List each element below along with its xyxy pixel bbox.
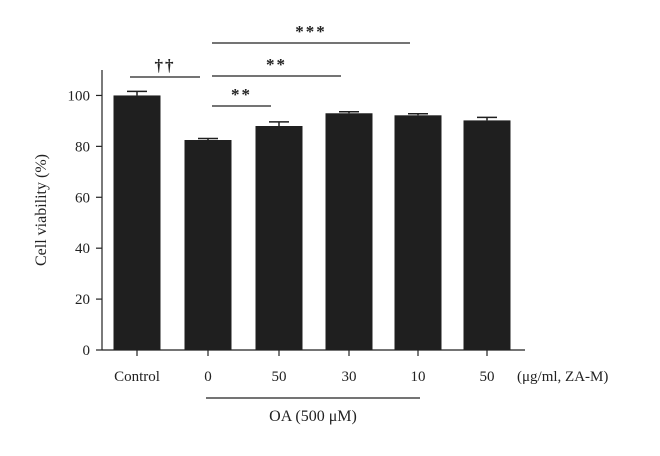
y-tick-label: 100 bbox=[68, 88, 91, 104]
significance-label: †† bbox=[155, 56, 176, 75]
x-tick-label: Control bbox=[114, 369, 160, 385]
group-label: OA (500 μM) bbox=[269, 408, 357, 425]
bar bbox=[463, 120, 511, 351]
x-tick-label: 10 bbox=[411, 369, 426, 385]
y-tick-label: 20 bbox=[75, 292, 90, 308]
x-tick-label: 50 bbox=[272, 369, 287, 385]
x-unit-label: (μg/ml, ZA-M) bbox=[517, 369, 608, 385]
y-tick-label: 80 bbox=[75, 139, 90, 155]
bar bbox=[394, 115, 442, 351]
significance-label: ** bbox=[266, 55, 287, 74]
x-tick-label: 30 bbox=[342, 369, 357, 385]
bar bbox=[325, 113, 373, 350]
significance-label: ** bbox=[231, 85, 252, 104]
bar bbox=[255, 126, 303, 350]
bar bbox=[184, 140, 232, 350]
x-tick-label: 0 bbox=[204, 369, 212, 385]
y-tick-label: 0 bbox=[83, 343, 91, 359]
significance-label: *** bbox=[295, 22, 327, 41]
y-tick-label: 40 bbox=[75, 241, 90, 257]
y-tick-label: 60 bbox=[75, 190, 90, 206]
y-axis-label: Cell viability (%) bbox=[33, 154, 50, 266]
bar bbox=[113, 95, 161, 350]
x-tick-label: 50 bbox=[480, 369, 495, 385]
